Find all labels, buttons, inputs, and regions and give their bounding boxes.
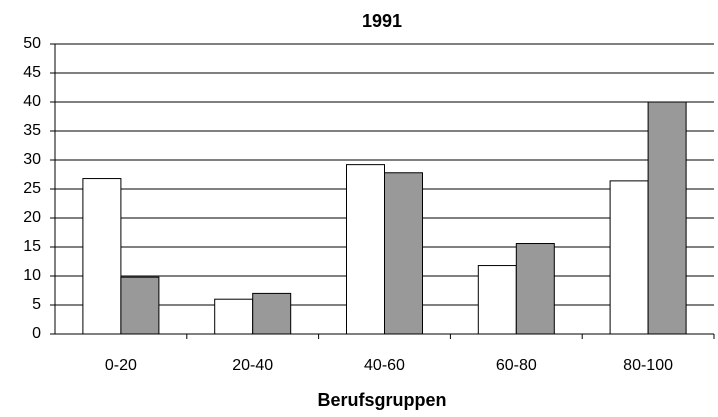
bar bbox=[214, 298, 254, 335]
bar bbox=[346, 164, 385, 335]
bar bbox=[120, 276, 160, 335]
x-tick-label: 0-20 bbox=[105, 357, 137, 374]
x-tick-label: 20-40 bbox=[232, 357, 273, 374]
bar bbox=[477, 265, 517, 335]
bar bbox=[252, 292, 292, 335]
x-tick-label: 40-60 bbox=[364, 357, 405, 374]
x-tick-label: 80-100 bbox=[623, 357, 673, 374]
y-tick-label: 30 bbox=[23, 151, 41, 168]
y-tick-label: 15 bbox=[23, 238, 41, 255]
x-axis-label: Berufsgruppen bbox=[317, 390, 446, 410]
y-tick-label: 40 bbox=[23, 93, 41, 110]
y-tick-label: 20 bbox=[23, 209, 41, 226]
y-tick-label: 10 bbox=[23, 267, 41, 284]
bar bbox=[647, 101, 687, 335]
y-tick-label: 25 bbox=[23, 180, 41, 197]
bar bbox=[609, 180, 649, 335]
bar bbox=[384, 172, 423, 335]
y-tick-label: 0 bbox=[32, 325, 41, 342]
y-tick-label: 45 bbox=[23, 64, 41, 81]
y-tick-label: 35 bbox=[23, 122, 41, 139]
y-tick-label: 5 bbox=[32, 296, 41, 313]
x-tick-label: 60-80 bbox=[496, 357, 537, 374]
bar bbox=[515, 243, 555, 335]
chart-title: 1991 bbox=[362, 11, 402, 31]
y-tick-label: 50 bbox=[23, 35, 41, 52]
bar bbox=[82, 178, 122, 335]
